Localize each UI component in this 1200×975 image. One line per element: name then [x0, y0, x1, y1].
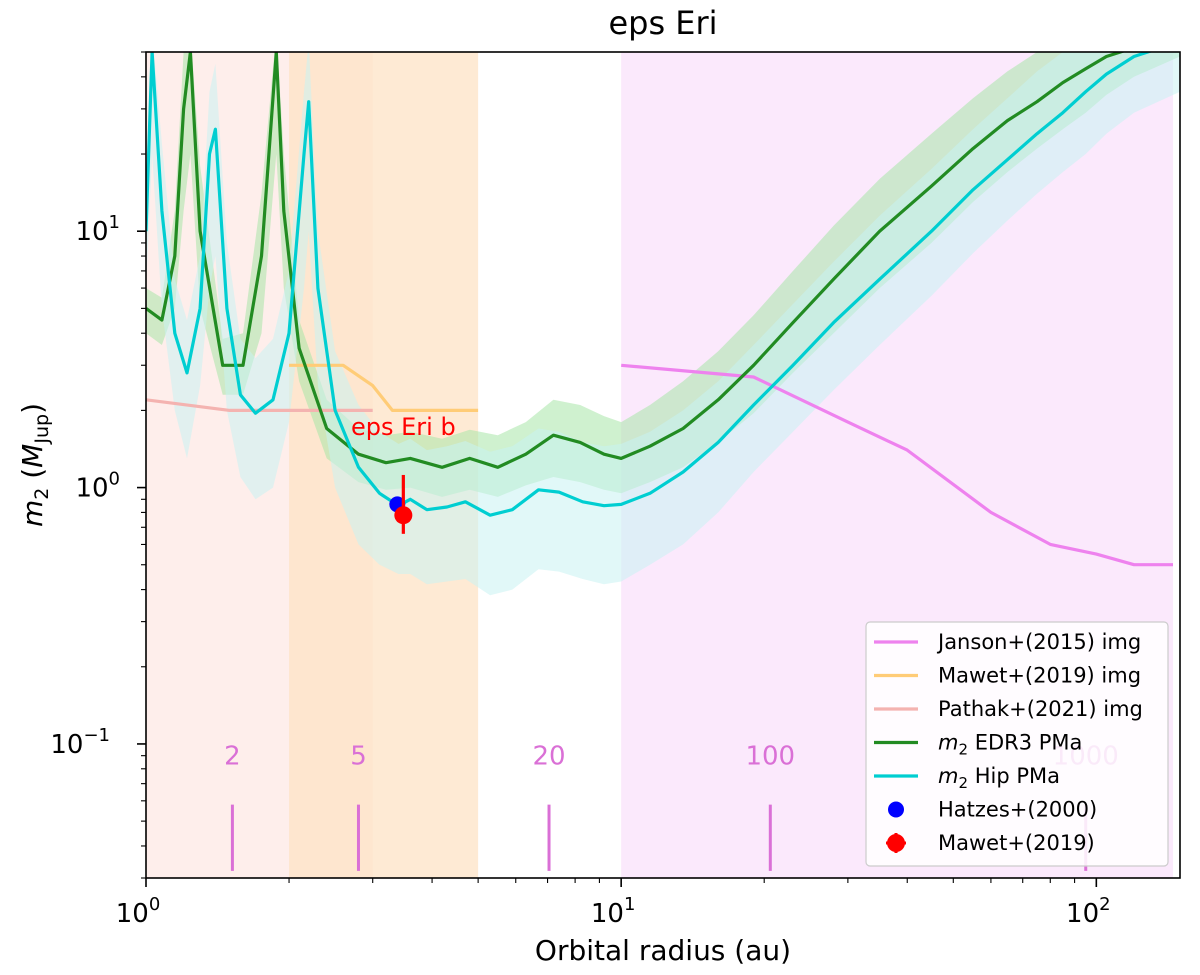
edr3-pma-band: [146, 52, 1180, 497]
legend-label-janson-2015-img: Janson+(2015) img: [936, 630, 1141, 654]
chart-title: eps Eri: [608, 4, 717, 42]
period-label-20: 20: [532, 742, 565, 772]
plot-frame: [145, 51, 1181, 879]
period-label-5: 5: [350, 742, 367, 772]
y-axis-ticks: 10−1 100 101: [50, 51, 146, 879]
annotations: eps Eri b: [351, 413, 456, 441]
y-axis-label-symbol: m: [16, 500, 49, 527]
y-tick-label: 10−1: [50, 725, 110, 760]
y-axis-label-close-paren: ): [16, 403, 49, 414]
y-axis-label: m2 (MJup): [16, 403, 53, 527]
y-tick-label: 100: [75, 469, 120, 504]
legend-label-pathak-2021-img: Pathak+(2021) img: [938, 697, 1143, 721]
y-axis-label-unit: M: [16, 444, 49, 468]
janson-2015-img-line: [621, 363, 1173, 567]
x-tick-label: 100: [116, 894, 161, 929]
series-lines: [146, 52, 1173, 567]
period-label-100: 100: [745, 742, 795, 772]
legend-label-edr3-pma: m2 EDR3 PMa: [938, 731, 1082, 759]
legend: Janson+(2015) img Mawet+(2019) img Pathak+…: [865, 621, 1169, 867]
annotation-eps-eri-b: eps Eri b: [351, 413, 456, 441]
y-tick-label: 101: [75, 212, 120, 247]
pathak-2021-img-line: [146, 398, 373, 412]
legend-label-mawet-2019-img: Mawet+(2019) img: [938, 664, 1141, 688]
x-tick-label: 102: [1066, 894, 1111, 929]
y-axis-label-open-paren: (: [16, 468, 49, 488]
hip-pma-line: [146, 52, 1153, 517]
mawet-2019-point: [394, 506, 413, 525]
legend-label-hatzes-2000: Hatzes+(2000): [938, 798, 1097, 822]
x-axis-ticks: 100 101 102: [116, 878, 1111, 929]
legend-box: [865, 621, 1169, 867]
legend-label-hip-pma: m2 Hip PMa: [938, 764, 1060, 792]
legend-swatch-mawet-2019: [887, 834, 905, 852]
y-axis-label-subscript: 2: [31, 488, 53, 500]
x-tick-label: 101: [591, 894, 636, 929]
y-axis-label-unit-subscript: Jup: [31, 414, 53, 445]
edr3-pma-line: [146, 52, 1126, 469]
data-points: [389, 474, 413, 534]
period-label-2: 2: [224, 742, 241, 772]
x-axis-label: Orbital radius (au): [535, 934, 791, 967]
mawet-2019-img-line: [289, 363, 479, 412]
legend-label-mawet-2019: Mawet+(2019): [938, 831, 1095, 855]
legend-swatch-hatzes-2000: [888, 801, 904, 818]
